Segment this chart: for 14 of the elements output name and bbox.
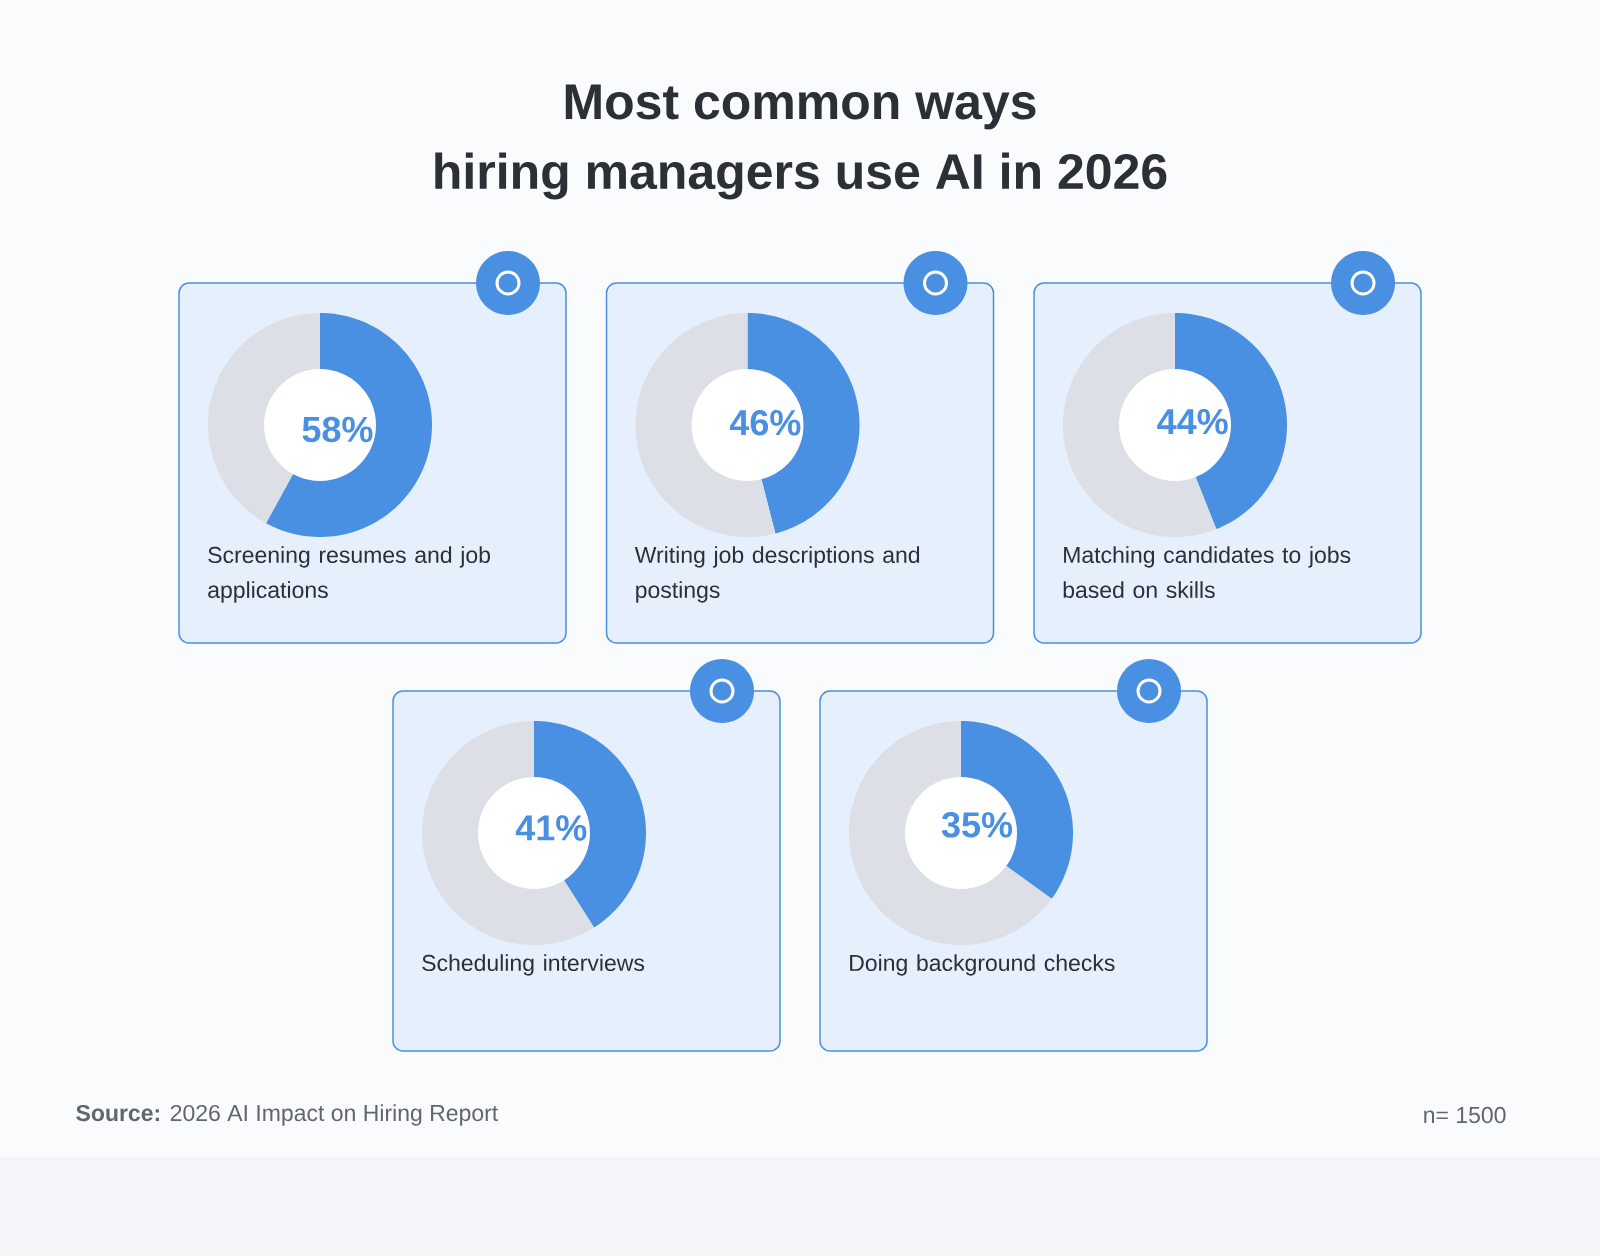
data-label: 58% (302, 416, 373, 443)
data-label: 46% (729, 410, 801, 436)
text: Screening resumes and job applications (208, 546, 490, 603)
data-label: 44% (1157, 408, 1228, 435)
data-label: 41% (515, 815, 587, 841)
text: hiring managers use AI in 2026 (435, 152, 1167, 200)
text: Doing background checks (850, 954, 1115, 976)
text: Writing job descriptions and postings (634, 546, 920, 603)
text: Scheduling interviews (422, 954, 645, 976)
text: Matching candidates to jobs based on skills (1063, 546, 1351, 599)
text: Source: 2026 AI Impact on Hiring Report (76, 1104, 499, 1126)
data-label: 35% (941, 812, 1013, 838)
text: Most common ways (565, 84, 1036, 130)
text: n= 1500 (1424, 1106, 1506, 1124)
